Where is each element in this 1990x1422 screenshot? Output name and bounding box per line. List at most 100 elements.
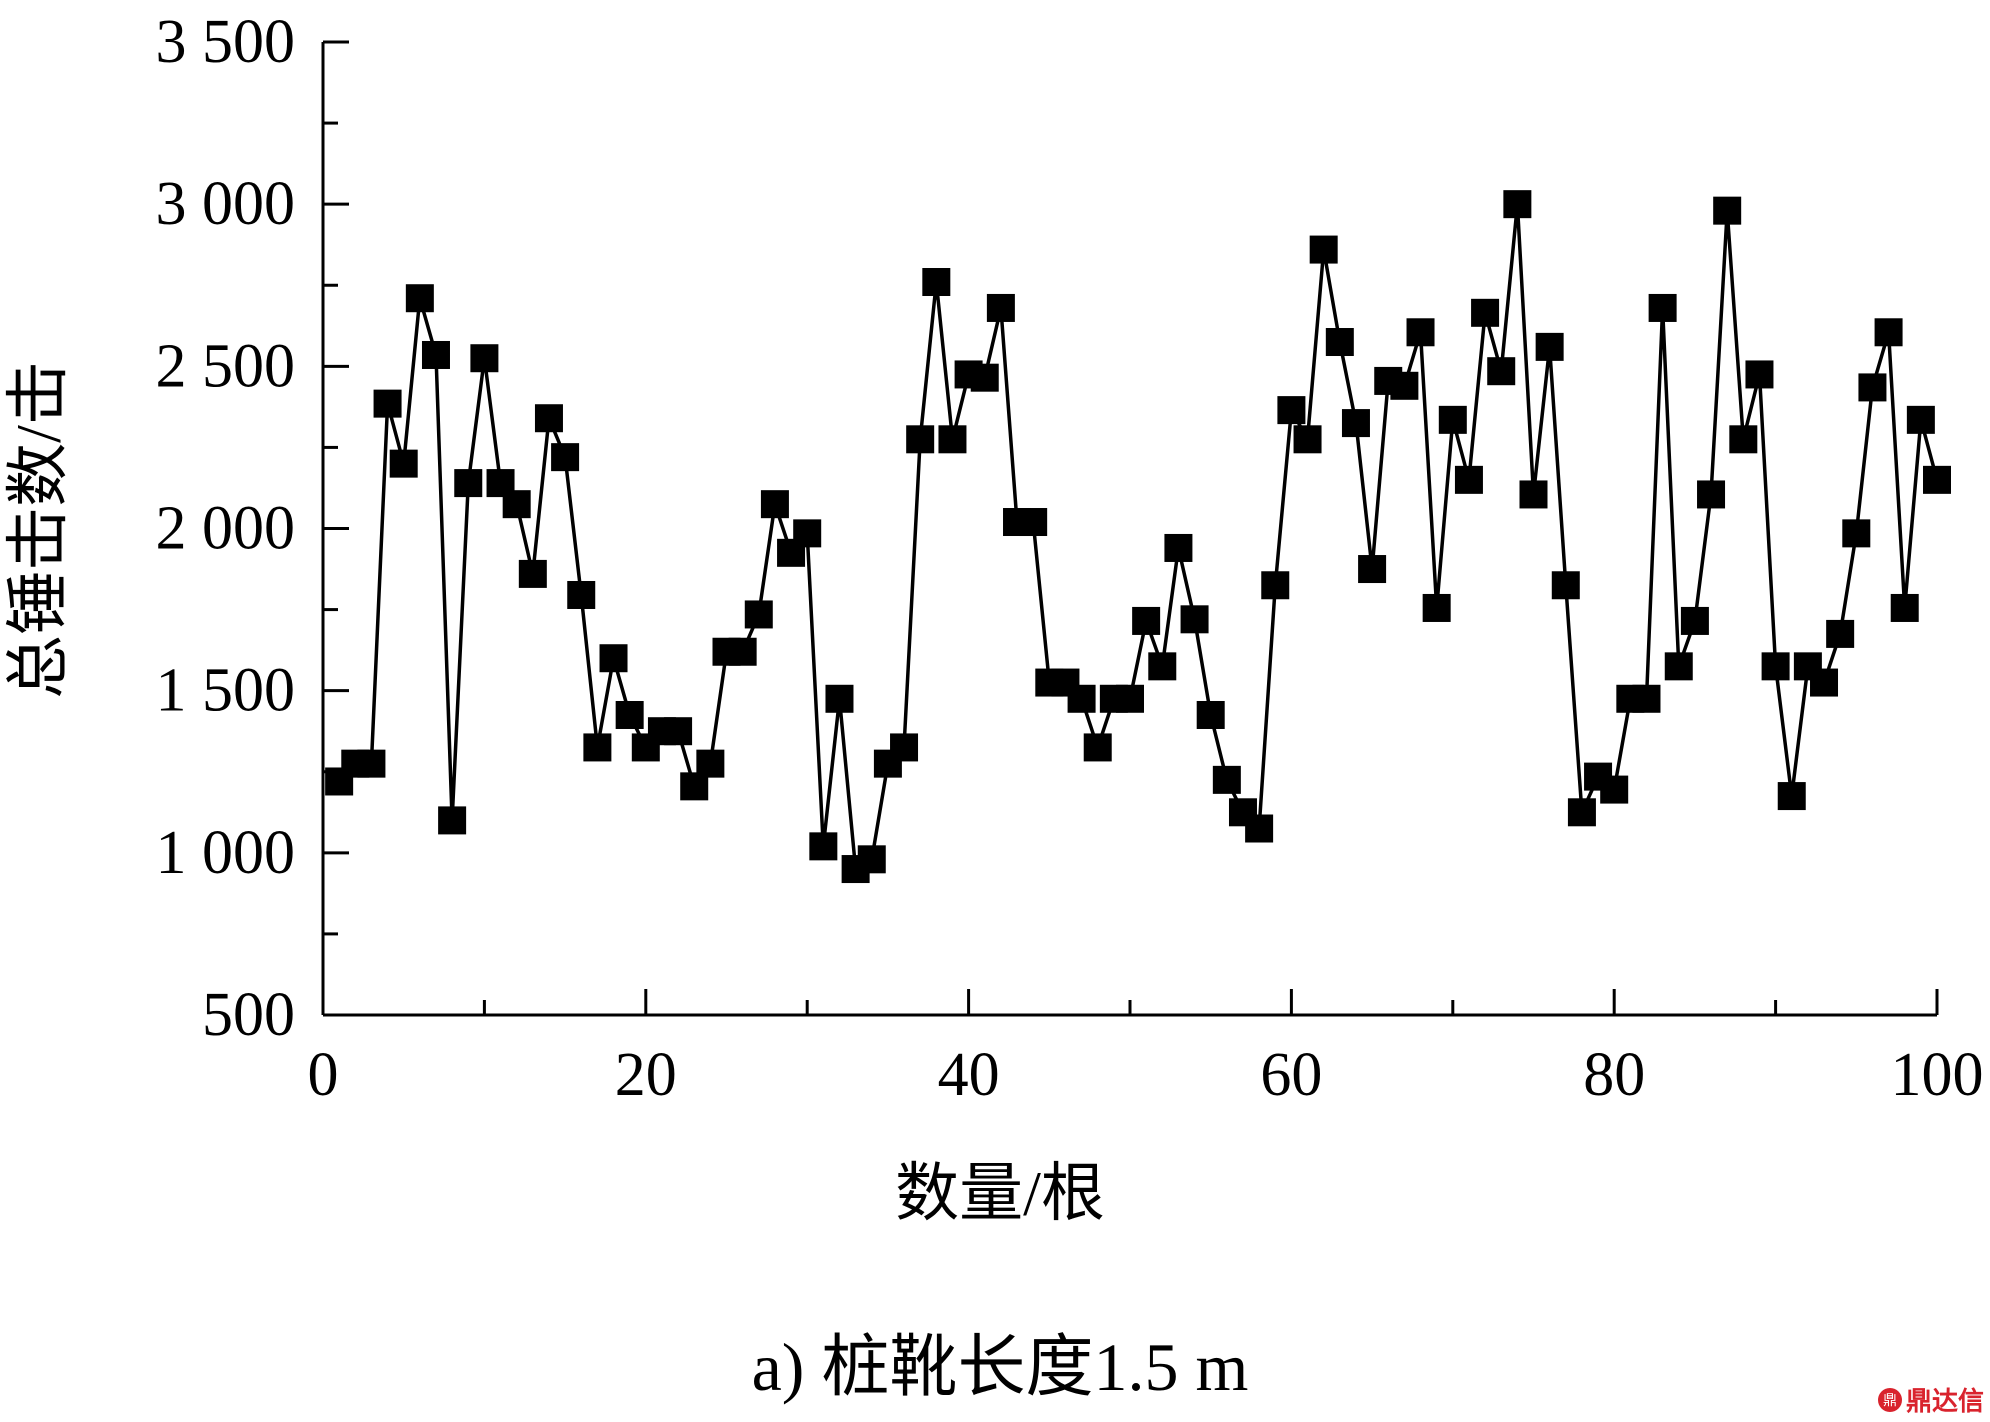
data-point (405, 284, 434, 313)
data-point (357, 749, 386, 778)
data-point (1487, 357, 1516, 386)
data-point (1729, 425, 1758, 454)
data-point (986, 293, 1015, 322)
data-point (1503, 190, 1532, 219)
axes: 500 1 000 1 500 2 000 2 500 3 000 3 500 0 20 40 60… (156, 8, 1984, 1109)
y-tick-label: 3 500 (156, 8, 296, 76)
data-point (1567, 798, 1596, 827)
data-point (1325, 328, 1354, 357)
data-point (373, 389, 402, 418)
data-point (1664, 652, 1693, 681)
data-point (760, 490, 789, 519)
data-point (1261, 571, 1290, 600)
data-point (793, 519, 822, 548)
y-tick-label: 2 000 (156, 495, 296, 563)
y-tick-label: 1 500 (156, 657, 296, 725)
data-point (389, 449, 418, 478)
data-point (1745, 360, 1774, 389)
data-point (1212, 765, 1241, 794)
data-point (1810, 668, 1839, 697)
data-point (857, 845, 886, 874)
data-point (1890, 593, 1919, 622)
data-point (906, 425, 935, 454)
data-point (1826, 619, 1855, 648)
data-point (922, 268, 951, 297)
data-point (551, 443, 580, 472)
watermark-logo-icon: 鼎 (1877, 1387, 1902, 1412)
data-point (1293, 425, 1322, 454)
y-tick-label: 1 000 (156, 819, 296, 887)
data-point (1906, 405, 1935, 434)
data-point (1083, 733, 1112, 762)
data-point (1551, 571, 1580, 600)
data-point (1648, 293, 1677, 322)
data-point (567, 580, 596, 609)
x-tick-label: 80 (1583, 1041, 1645, 1109)
data-point (534, 404, 563, 433)
data-point (1132, 606, 1161, 635)
data-point (825, 684, 854, 713)
x-tick-label: 100 (1891, 1041, 1984, 1109)
watermark-text: 鼎达信 (1905, 1387, 1984, 1417)
data-point (502, 490, 531, 519)
data-point (1019, 508, 1048, 537)
data-point (1148, 652, 1177, 681)
data-point (728, 637, 757, 666)
data-point (1164, 533, 1193, 562)
chart-caption: a) 桩靴长度1.5 m (752, 1329, 1249, 1405)
data-point (1180, 605, 1209, 634)
data-point (1842, 519, 1871, 548)
data-point (1713, 196, 1742, 225)
x-tick-label: 40 (938, 1041, 1000, 1109)
data-point (1438, 405, 1467, 434)
data-point (696, 749, 725, 778)
y-tick-label: 500 (202, 981, 295, 1049)
data-point (518, 559, 547, 588)
data-point (1761, 652, 1790, 681)
y-tick-label: 3 000 (156, 170, 296, 238)
data-point (1632, 684, 1661, 713)
data-point (1697, 480, 1726, 509)
data-point (1406, 318, 1435, 347)
data-point (1923, 465, 1951, 494)
x-tick-label: 0 (308, 1041, 339, 1109)
data-point (1858, 373, 1887, 402)
data-point (1245, 814, 1274, 843)
x-tick-label: 20 (615, 1041, 677, 1109)
data-point (1277, 396, 1306, 425)
plot-series (325, 190, 1951, 884)
data-point (1519, 480, 1548, 509)
data-point (1777, 782, 1806, 811)
data-point (744, 600, 773, 629)
data-point (1874, 318, 1903, 347)
data-point (583, 733, 612, 762)
data-point (1471, 298, 1500, 327)
x-tick-label: 60 (1260, 1041, 1322, 1109)
data-point (1600, 775, 1629, 804)
data-point (970, 363, 999, 392)
data-point (809, 832, 838, 861)
y-tick-label: 2 500 (156, 332, 296, 400)
data-point (470, 344, 499, 373)
data-point (890, 733, 919, 762)
y-axis-label: 总锤击数/击 (3, 361, 74, 699)
data-point (615, 700, 644, 729)
data-point (1680, 606, 1709, 635)
watermark: 鼎 鼎达信 (1877, 1381, 1984, 1418)
data-point (1067, 684, 1096, 713)
data-point (1422, 593, 1451, 622)
data-point (599, 644, 628, 673)
data-point (938, 425, 967, 454)
data-point (664, 717, 693, 746)
data-point (421, 340, 450, 369)
data-point (1390, 371, 1419, 400)
x-axis-label: 数量/根 (895, 1158, 1105, 1229)
series-line (337, 202, 1939, 871)
data-point (1309, 235, 1338, 264)
data-point (1454, 465, 1483, 494)
data-point (438, 806, 467, 835)
data-point (1341, 409, 1370, 438)
data-point (454, 469, 483, 498)
data-point (1196, 700, 1225, 729)
